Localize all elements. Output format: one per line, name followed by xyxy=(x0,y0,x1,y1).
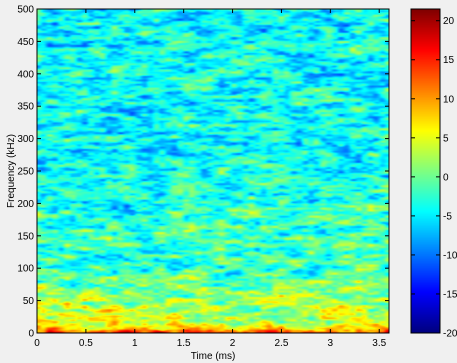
colorbar-gradient xyxy=(411,9,440,333)
x-axis-ticks: 0 0.5 1 1.5 2 2.5 3 3.5 xyxy=(34,9,387,349)
colorbar-tick-label: -5 xyxy=(443,211,452,222)
x-tick-label: 2.5 xyxy=(274,338,288,349)
y-tick-label: 100 xyxy=(17,264,34,275)
colorbar-tick-label: -10 xyxy=(443,250,457,261)
y-tick-label: 450 xyxy=(17,37,34,48)
colorbar-frame xyxy=(410,8,441,334)
x-tick-label: 3.5 xyxy=(372,338,386,349)
plot-area-frame xyxy=(36,8,390,334)
colorbar-tick-label: -20 xyxy=(443,329,457,340)
colorbar-ticks: -20 -15 -10 -5 0 5 10 15 20 xyxy=(411,16,457,340)
y-axis-ticks: 0 50 100 150 200 250 300 350 400 450 500 xyxy=(17,5,389,340)
colorbar-tick-label: 15 xyxy=(443,55,455,66)
y-axis-label: Frequency (kHz) xyxy=(6,134,17,208)
y-tick-label: 250 xyxy=(17,167,34,178)
y-tick-label: 200 xyxy=(17,199,34,210)
colorbar-tick-label: 0 xyxy=(443,172,449,183)
y-tick-label: 50 xyxy=(23,296,35,307)
x-tick-label: 1.5 xyxy=(177,338,191,349)
colorbar-tick-label: 5 xyxy=(443,133,449,144)
y-tick-label: 400 xyxy=(17,69,34,80)
colorbar-tick-label: 10 xyxy=(443,94,455,105)
x-tick-label: 0 xyxy=(34,338,40,349)
x-tick-label: 1 xyxy=(132,338,138,349)
y-tick-label: 300 xyxy=(17,134,34,145)
colorbar-tick-label: 20 xyxy=(443,16,455,27)
y-tick-label: 350 xyxy=(17,102,34,113)
spectrogram-heatmap xyxy=(37,9,389,333)
colorbar-tick-label: -15 xyxy=(443,289,457,300)
y-tick-label: 150 xyxy=(17,231,34,242)
x-tick-label: 0.5 xyxy=(79,338,93,349)
x-axis-label: Time (ms) xyxy=(191,351,236,362)
y-tick-label: 0 xyxy=(28,329,34,340)
x-tick-label: 3 xyxy=(328,338,334,349)
y-tick-label: 500 xyxy=(17,5,34,16)
x-tick-label: 2 xyxy=(230,338,236,349)
